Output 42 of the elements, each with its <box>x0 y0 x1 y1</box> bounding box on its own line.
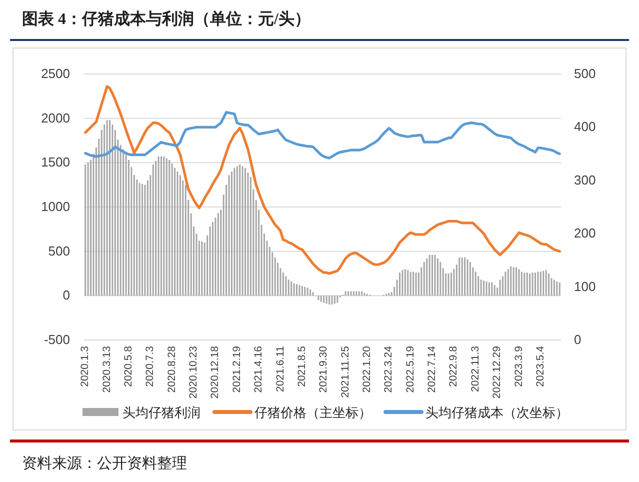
y-tick-label: 0 <box>62 288 70 303</box>
legend-label: 头均仔猪成本（次坐标） <box>426 405 568 420</box>
x-tick-label: 2023.5.4 <box>534 346 546 387</box>
x-tick-label: 2021.9.30 <box>318 346 330 393</box>
x-tick-label: 2020.7.3 <box>144 346 156 387</box>
x-tick-label: 2021.2.19 <box>230 346 243 393</box>
y-tick-label: 2500 <box>41 66 70 81</box>
x-tick-label: 2022.3.24 <box>382 346 395 393</box>
y2-tick-label: 300 <box>574 172 596 188</box>
x-tick-label: 2020.3.13 <box>100 346 113 393</box>
y-tick-label: 500 <box>48 243 70 258</box>
x-tick-label: 2021.8.5 <box>296 346 308 387</box>
x-tick-label: 2020.8.28 <box>166 346 178 393</box>
y2-tick-label: 400 <box>574 119 596 134</box>
x-tick-label: 2022.1.20 <box>361 346 373 393</box>
y-tick-label: 1000 <box>41 199 70 214</box>
x-tick-label: 2020.1.3 <box>79 346 92 387</box>
x-tick-label: 2020.5.8 <box>122 346 134 387</box>
chart-title: 图表 4：仔猪成本与利润（单位：元/头） <box>22 10 310 28</box>
y2-tick-label: 500 <box>574 66 596 81</box>
y-tick-label: -500 <box>44 332 70 347</box>
x-tick-label: 2021.11.25 <box>339 346 352 398</box>
line-series <box>84 111 561 160</box>
x-tick-label: 2022.9.8 <box>448 346 460 387</box>
line-series <box>84 85 561 275</box>
x-tick-label: 2022.7.14 <box>426 346 438 393</box>
x-tick-label: 2021.6.11 <box>274 346 286 392</box>
x-tick-label: 2020.10.23 <box>188 346 200 399</box>
x-tick-label: 2020.12.18 <box>209 346 222 399</box>
y2-tick-label: 100 <box>574 278 596 294</box>
x-tick-label: 2021.4.16 <box>252 346 265 393</box>
y2-tick-label: 0 <box>574 332 582 347</box>
y-tick-label: 2000 <box>41 110 70 126</box>
x-tick-label: 2022.11.3 <box>469 346 482 392</box>
text: 资料来源：公开资料整理 <box>22 455 187 472</box>
legend-label: 仔猪价格（主坐标） <box>254 405 372 420</box>
x-tick-label: 2023.3.9 <box>512 346 525 387</box>
y-tick-label: 1500 <box>41 154 70 170</box>
x-tick-label: 2022.12.29 <box>491 346 504 399</box>
x-tick-label: 2022.5.19 <box>404 346 416 393</box>
legend-label: 头均仔猪利润 <box>122 405 200 420</box>
y2-tick-label: 200 <box>574 226 596 241</box>
